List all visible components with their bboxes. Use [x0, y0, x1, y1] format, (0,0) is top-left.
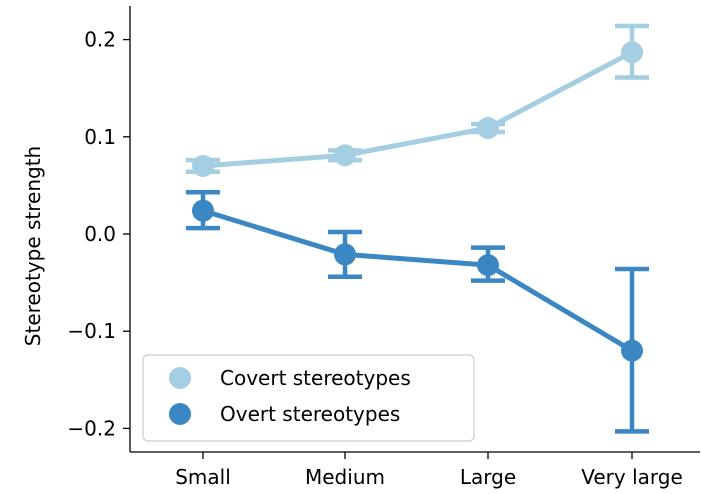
x-tick-label: Medium [305, 465, 385, 489]
y-tick-label: 0.1 [84, 125, 116, 149]
series-covert [186, 23, 649, 177]
y-tick-label: −0.2 [67, 416, 116, 440]
y-tick-label: 0.2 [84, 28, 116, 52]
series-line [200, 49, 635, 169]
legend-label-covert: Covert stereotypes [220, 366, 411, 390]
x-tick-label: Very large [581, 465, 683, 489]
data-point [334, 144, 356, 167]
data-point [334, 243, 356, 266]
legend: Covert stereotypes Overt stereotypes [142, 354, 475, 442]
data-point [621, 339, 643, 362]
data-point [477, 254, 499, 277]
data-point [621, 41, 643, 64]
y-axis-title: Stereotype strength [21, 146, 45, 346]
data-point [477, 117, 499, 140]
series-overt [186, 189, 649, 434]
legend-frame [142, 354, 475, 442]
series-line [200, 208, 635, 354]
legend-marker-covert [169, 367, 191, 389]
axes: 0.2 0.1 0.0 −0.1 −0.2 Small Medium Large Very la… [67, 6, 700, 489]
y-tick-label: −0.1 [67, 319, 116, 343]
y-tick-label: 0.0 [84, 222, 116, 246]
legend-marker-overt [169, 403, 191, 425]
x-tick-label: Small [175, 465, 231, 489]
series-layer [186, 23, 649, 434]
x-tick-label: Large [460, 465, 516, 489]
data-point [192, 154, 214, 177]
legend-label-overt: Overt stereotypes [220, 402, 400, 426]
data-point [192, 199, 214, 222]
